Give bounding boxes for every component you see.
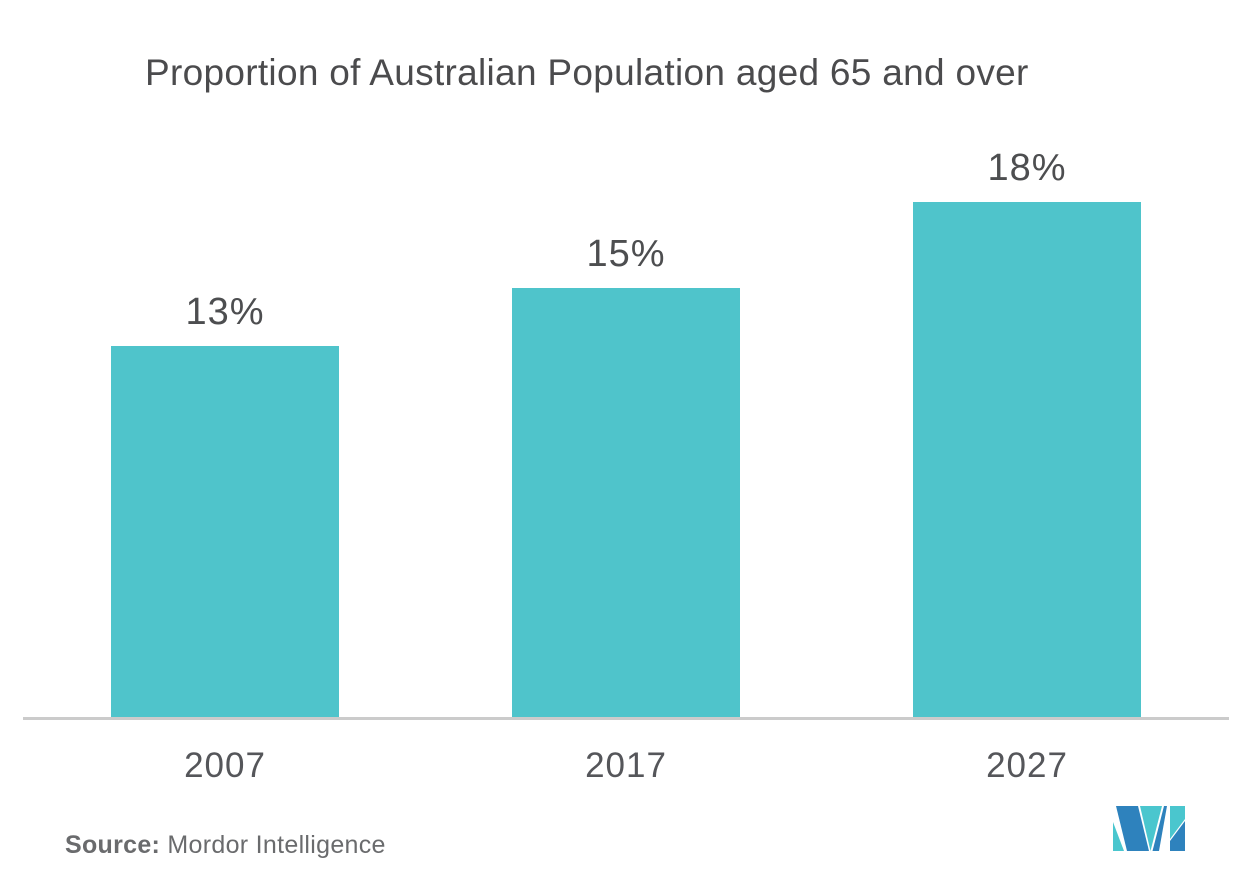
source-label: Source: (65, 831, 161, 859)
logo-shape-blue-bar-bottom (1170, 821, 1185, 851)
bar-2007 (111, 346, 339, 718)
source-text: Mordor Intelligence (160, 831, 386, 859)
logo-shape-teal-bar-top (1170, 806, 1185, 839)
mordor-intelligence-logo-icon (1113, 806, 1185, 851)
bar-value-label: 13% (185, 291, 265, 333)
bar-value-label: 18% (987, 147, 1067, 189)
x-tick-label: 2017 (585, 746, 667, 785)
logo-shape-blue-left-stroke (1116, 806, 1149, 851)
chart-title: Proportion of Australian Population aged… (145, 52, 1029, 93)
x-axis-line (23, 717, 1229, 720)
logo-shape-teal-middle (1140, 806, 1162, 851)
source-note: Source: Mordor Intelligence (65, 831, 386, 860)
bar-value-label: 15% (586, 233, 666, 275)
x-tick-label: 2007 (184, 746, 266, 785)
x-tick-label: 2027 (986, 746, 1068, 785)
bar-2027 (913, 202, 1141, 718)
logo-shape-teal-left (1113, 822, 1124, 851)
bar-2017 (512, 288, 740, 718)
logo-shape-blue-right-stroke (1152, 806, 1167, 851)
